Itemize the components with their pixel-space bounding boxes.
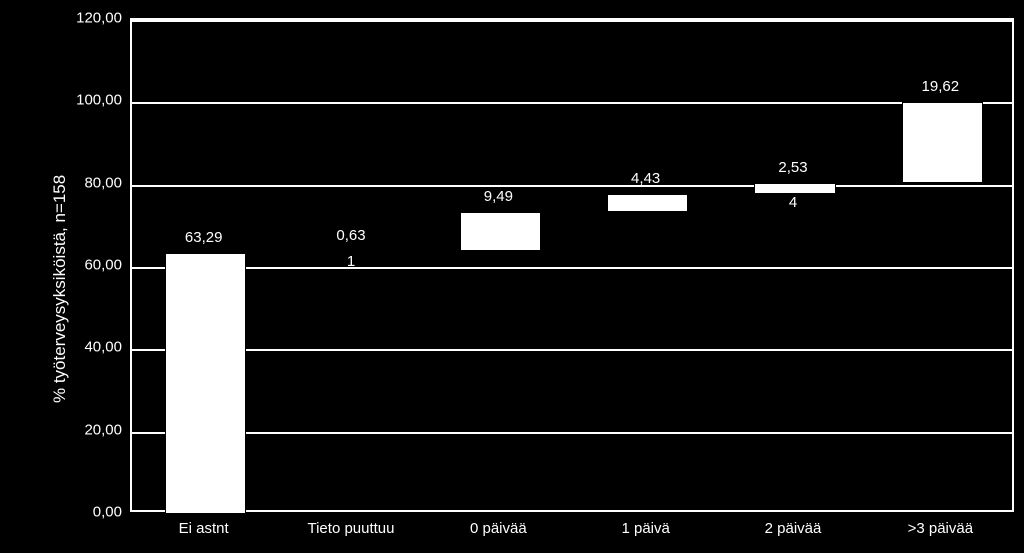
x-tick-label: 0 päivää	[470, 520, 527, 537]
x-tick-label: 2 päivää	[765, 520, 822, 537]
bar	[165, 253, 246, 514]
data-label-top: 4,43	[631, 170, 660, 187]
gridline	[132, 349, 1012, 351]
bar	[754, 183, 835, 193]
gridline	[132, 432, 1012, 434]
gridline	[132, 267, 1012, 269]
x-tick-label: Tieto puuttuu	[307, 520, 394, 537]
y-tick-label: 20,00	[62, 421, 122, 438]
bar	[460, 212, 541, 251]
x-tick-label: Ei astnt	[179, 520, 229, 537]
y-tick-label: 120,00	[62, 10, 122, 27]
plot-inner	[132, 20, 1012, 510]
plot-area	[130, 18, 1014, 512]
data-label-top: 63,29	[185, 229, 223, 246]
gridline	[132, 102, 1012, 104]
data-label-top: 2,53	[778, 159, 807, 176]
bar	[607, 194, 688, 212]
y-tick-label: 60,00	[62, 257, 122, 274]
x-tick-label: 1 päivä	[621, 520, 669, 537]
gridline	[132, 20, 1012, 22]
data-label-top: 9,49	[484, 188, 513, 205]
data-label-bottom: 1	[347, 253, 355, 270]
y-tick-label: 100,00	[62, 92, 122, 109]
y-tick-label: 40,00	[62, 339, 122, 356]
data-label-top: 0,63	[336, 227, 365, 244]
data-label-bottom: 4	[789, 194, 797, 211]
y-axis-title: % työterveysyksiköistä, n=158	[50, 175, 70, 403]
bar	[902, 102, 983, 183]
x-tick-label: >3 päivää	[908, 520, 973, 537]
gridline	[132, 185, 1012, 187]
chart-stage: { "chart": { "type": "bar", "y_axis_titl…	[0, 0, 1024, 553]
y-tick-label: 80,00	[62, 174, 122, 191]
y-tick-label: 0,00	[62, 504, 122, 521]
data-label-top: 19,62	[922, 78, 960, 95]
